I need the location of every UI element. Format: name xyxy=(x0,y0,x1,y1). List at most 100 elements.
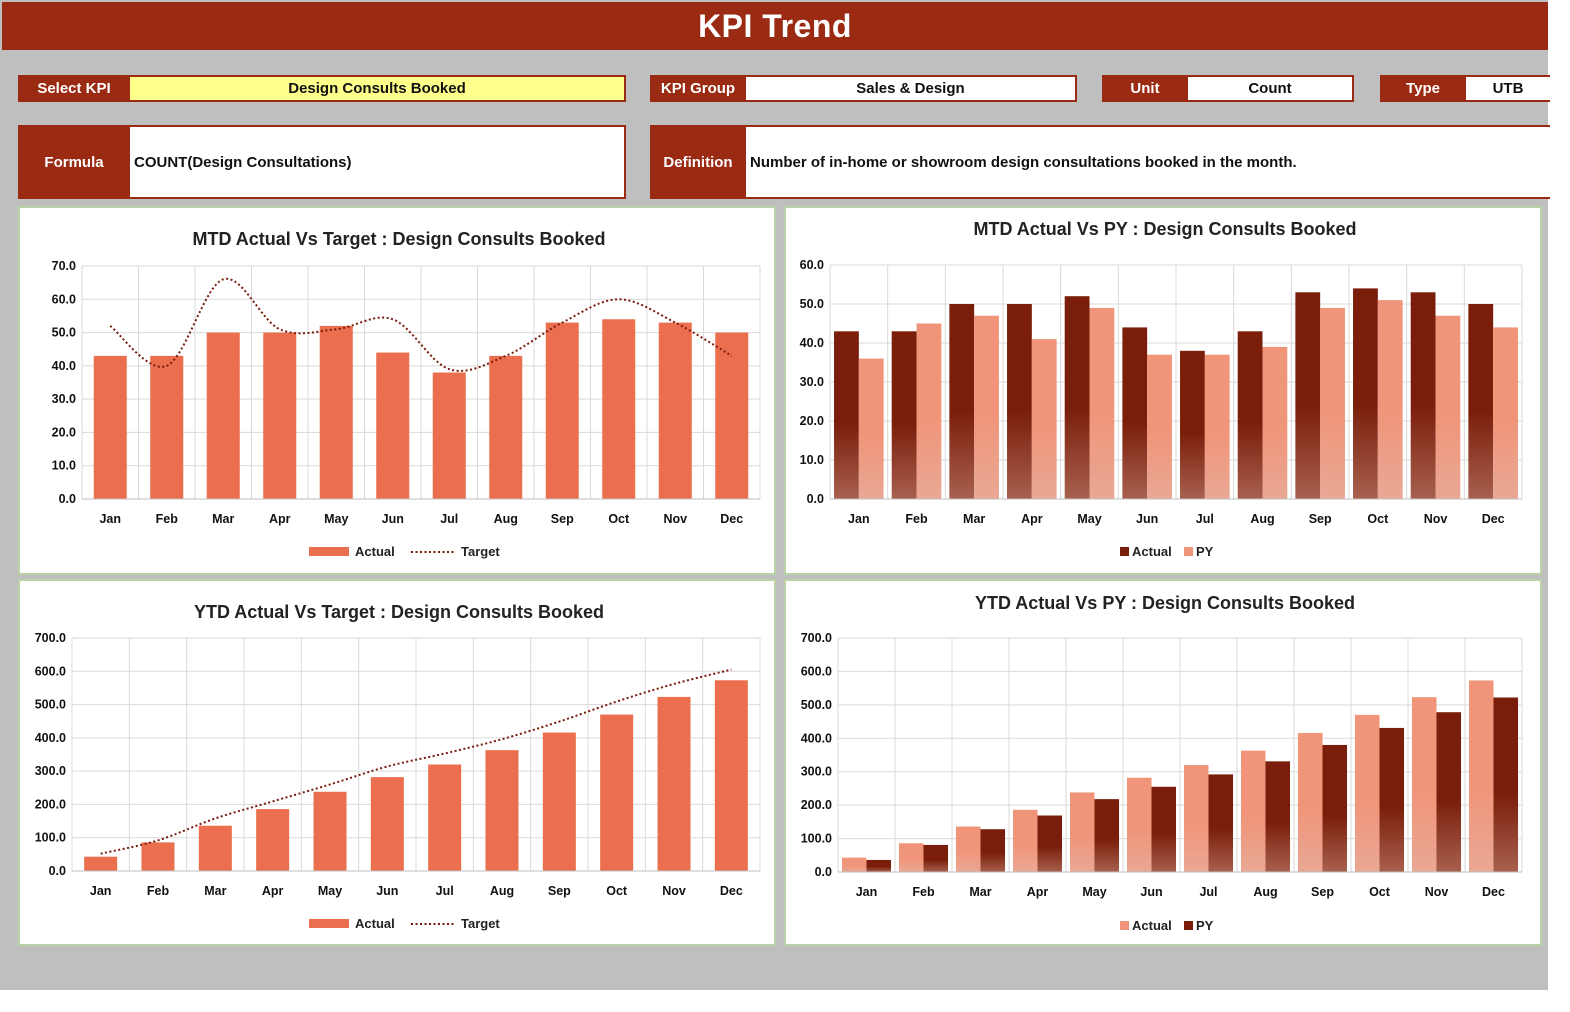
y-tick-label: 30.0 xyxy=(800,375,824,389)
x-tick-label: Nov xyxy=(1424,512,1448,526)
y-tick-label: 100.0 xyxy=(801,832,832,846)
type-value: UTB xyxy=(1464,75,1550,102)
bar-actual xyxy=(834,331,859,499)
bar-actual xyxy=(428,764,462,871)
legend-label-target: Target xyxy=(461,916,500,931)
bar-actual xyxy=(955,826,981,872)
bar-py xyxy=(1265,761,1291,872)
x-tick-label: Oct xyxy=(1369,885,1391,899)
x-tick-label: Sep xyxy=(1309,512,1332,526)
x-tick-label: Nov xyxy=(662,884,686,898)
select-kpi-label: Select KPI xyxy=(18,75,130,102)
y-tick-label: 20.0 xyxy=(800,414,824,428)
bar-actual xyxy=(1012,809,1038,872)
y-tick-label: 50.0 xyxy=(800,297,824,311)
bar-py xyxy=(858,358,884,499)
legend-label-py: PY xyxy=(1196,544,1214,559)
bar-py xyxy=(1493,327,1518,499)
bar-py xyxy=(974,315,999,499)
x-tick-label: Jul xyxy=(1199,885,1217,899)
chart-mtd-actual-vs-py: MTD Actual Vs PY : Design Consults Booke… xyxy=(784,206,1542,575)
bar-actual xyxy=(370,777,404,871)
y-tick-label: 60.0 xyxy=(52,292,76,306)
bar-py xyxy=(1089,307,1115,499)
chart-ytd-actual-vs-py: YTD Actual Vs PY : Design Consults Booke… xyxy=(784,579,1542,946)
page-title: KPI Trend xyxy=(2,2,1548,50)
bar-actual xyxy=(319,325,353,499)
x-tick-label: Aug xyxy=(490,884,514,898)
bar-actual xyxy=(256,809,290,871)
bar-py xyxy=(1493,697,1519,872)
bar-actual xyxy=(657,696,691,871)
y-tick-label: 100.0 xyxy=(35,831,66,845)
bar-actual xyxy=(1007,304,1032,499)
x-tick-label: Jul xyxy=(436,884,454,898)
bar-actual xyxy=(376,352,410,499)
bar-actual xyxy=(841,857,867,872)
definition-label: Definition xyxy=(650,125,746,199)
bar-actual xyxy=(485,750,519,871)
select-kpi-dropdown[interactable]: Design Consults Booked xyxy=(128,75,626,102)
y-tick-label: 400.0 xyxy=(801,731,832,745)
kpi-group-value: Sales & Design xyxy=(744,75,1077,102)
bar-actual xyxy=(1468,680,1494,872)
bar-actual xyxy=(1295,292,1321,499)
x-tick-label: Feb xyxy=(156,512,179,526)
bar-actual xyxy=(1354,714,1380,872)
kpi-group-label: KPI Group xyxy=(650,75,746,102)
bar-py xyxy=(916,323,942,499)
bar-py xyxy=(866,859,892,872)
chart-title: YTD Actual Vs Target : Design Consults B… xyxy=(194,602,604,622)
bar-actual xyxy=(1411,697,1437,872)
unit-value: Count xyxy=(1186,75,1354,102)
y-tick-label: 500.0 xyxy=(801,698,832,712)
x-tick-label: May xyxy=(318,884,342,898)
bar-actual xyxy=(898,843,924,872)
x-tick-label: Oct xyxy=(1367,512,1389,526)
bar-actual xyxy=(1183,765,1209,872)
bar-py xyxy=(980,829,1006,872)
x-tick-label: Jun xyxy=(376,884,398,898)
bar-py xyxy=(923,844,949,872)
mtd-actual-vs-py-chart: MTD Actual Vs PY : Design Consults Booke… xyxy=(800,219,1523,559)
x-tick-label: Apr xyxy=(1021,512,1043,526)
x-tick-label: Sep xyxy=(548,884,571,898)
legend-label-actual: Actual xyxy=(355,916,395,931)
chart-title: MTD Actual Vs Target : Design Consults B… xyxy=(192,229,605,249)
x-tick-label: Jun xyxy=(382,512,404,526)
bar-actual xyxy=(600,714,634,871)
x-tick-label: Mar xyxy=(204,884,226,898)
legend-label-actual: Actual xyxy=(1132,918,1172,933)
legend-label-target: Target xyxy=(461,544,500,559)
y-tick-label: 300.0 xyxy=(35,764,66,778)
bar-py xyxy=(1151,786,1177,872)
y-tick-label: 700.0 xyxy=(801,631,832,645)
bar-actual xyxy=(1064,296,1090,499)
x-tick-label: Nov xyxy=(1425,885,1449,899)
x-tick-label: Dec xyxy=(720,512,743,526)
bar-py xyxy=(1031,339,1057,499)
bar-py xyxy=(1204,354,1230,499)
formula-label: Formula xyxy=(18,125,130,199)
x-tick-label: Aug xyxy=(494,512,518,526)
x-tick-label: Sep xyxy=(1311,885,1334,899)
line-target xyxy=(100,668,732,855)
x-tick-label: Jun xyxy=(1140,885,1162,899)
x-tick-label: Mar xyxy=(212,512,234,526)
bar-actual xyxy=(313,791,347,871)
x-tick-label: Jul xyxy=(1196,512,1214,526)
legend-swatch-py xyxy=(1184,547,1193,556)
y-tick-label: 10.0 xyxy=(52,459,76,473)
definition-value: Number of in-home or showroom design con… xyxy=(744,125,1550,199)
y-tick-label: 500.0 xyxy=(35,698,66,712)
bar-actual xyxy=(432,372,466,499)
legend-swatch-py xyxy=(1184,921,1193,930)
y-tick-label: 400.0 xyxy=(35,731,66,745)
y-tick-label: 200.0 xyxy=(801,798,832,812)
y-tick-label: 40.0 xyxy=(52,359,76,373)
y-tick-label: 600.0 xyxy=(801,664,832,678)
bar-actual xyxy=(1297,732,1323,872)
x-tick-label: Oct xyxy=(606,884,628,898)
x-tick-label: Sep xyxy=(551,512,574,526)
chart-title: MTD Actual Vs PY : Design Consults Booke… xyxy=(973,219,1356,239)
